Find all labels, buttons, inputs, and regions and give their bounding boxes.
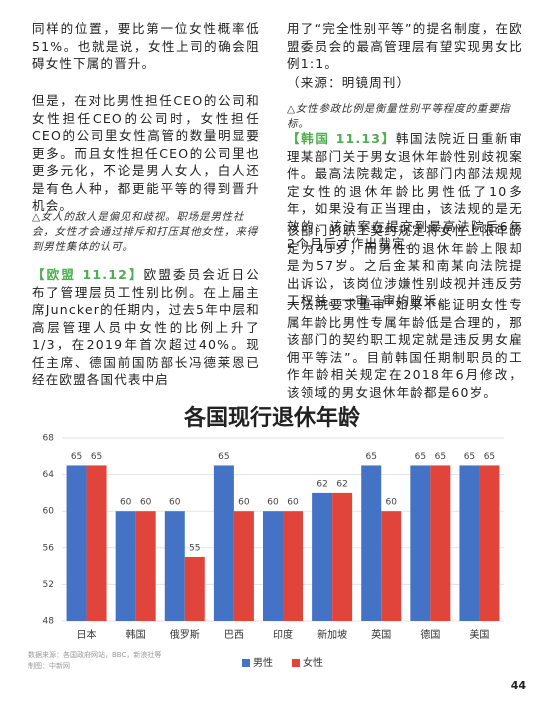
source-note: 数据来源：各国政府网站，BBC，新浪社等: [28, 650, 161, 659]
bar: [410, 465, 431, 621]
value-label: 60: [120, 498, 132, 508]
bar: [283, 511, 303, 621]
bar: [86, 465, 107, 621]
legend-label: 男性: [253, 656, 273, 669]
credit: 制图：中新网: [28, 661, 70, 670]
bar: [184, 556, 205, 621]
y-tick-label: 56: [43, 543, 55, 553]
value-label: 60: [140, 498, 152, 508]
x-tick-label: 新加坡: [317, 628, 347, 641]
source: （来源：明镜周刊）: [287, 75, 411, 90]
paragraph: 【欧盟 11.12】欧盟委员会近日公布了管理层员工性别比例。在上届主席Junck…: [32, 266, 260, 389]
value-label: 60: [287, 498, 299, 508]
value-label: 65: [91, 452, 102, 462]
y-tick-label: 48: [43, 617, 55, 627]
bar: [332, 492, 353, 621]
chart: 各国现行退休年龄 数据来源：各国政府网站，BBC，新浪社等 制图：中新网 48 5…: [28, 405, 504, 670]
bar: [361, 465, 382, 621]
legend-swatch: [242, 659, 250, 667]
bar: [115, 511, 136, 621]
x-tick-label: 印度: [273, 628, 293, 641]
legend-label: 女性: [303, 656, 323, 669]
note: △女人的敌人是偏见和歧视。职场是男性社会，女性才会通过排斥和打压其他女性，来得到…: [32, 211, 258, 253]
bar: [479, 465, 500, 621]
paragraph: 大法院要求重审“如果不能证明女性专属年龄比男性专属年龄低是合理的，那该部门的契约…: [287, 297, 523, 400]
bar: [233, 511, 254, 621]
y-tick-label: 64: [43, 470, 55, 480]
bar: [66, 465, 87, 621]
value-label: 55: [189, 543, 200, 553]
chart-title: 各国现行退休年龄: [183, 405, 361, 431]
y-tick-label: 60: [43, 507, 55, 517]
bar: [263, 511, 283, 621]
note: △女性参政比例是衡量性别平等程度的重要指标。: [287, 103, 511, 130]
value-label: 60: [238, 498, 250, 508]
bar: [164, 511, 185, 621]
tag: 【欧盟 11.12】: [32, 267, 144, 282]
text: 欧盟委员会近日公布了管理层员工性别比例。在上届主席Juncker的任期内，过去5…: [32, 267, 261, 387]
value-label: 60: [169, 498, 181, 508]
tag: 【韩国 11.13】: [287, 131, 396, 146]
bar: [430, 465, 451, 621]
value-label: 62: [336, 479, 347, 489]
bar: [459, 465, 480, 621]
value-label: 65: [365, 452, 376, 462]
value-label: 65: [218, 452, 229, 462]
text: 韩国法院近日重新审理某部门关于男女退休年龄性别歧视案件。最高法院裁定，该部门内部…: [287, 131, 523, 251]
paragraph: 【韩国 11.13】韩国法院近日重新审理某部门关于男女退休年龄性别歧视案件。最高…: [287, 130, 523, 253]
bar: [312, 492, 333, 621]
bar: [135, 511, 156, 621]
value-label: 65: [435, 452, 446, 462]
x-tick-label: 德国: [420, 628, 440, 641]
paragraph: 但是，在对比男性担任CEO的公司和女性担任CEO的公司时，女性担任CEO的公司里…: [32, 93, 260, 213]
value-label: 65: [464, 452, 475, 462]
paragraph: 该部门的职工契约规定将女性上限年龄定为43岁，而男性的退休年龄上限却是为57岁。…: [287, 223, 523, 308]
x-tick-label: 韩国: [126, 628, 146, 641]
x-tick-label: 巴西: [224, 629, 244, 641]
value-label: 60: [267, 498, 279, 508]
value-label: 65: [71, 452, 82, 462]
bar: [213, 465, 234, 621]
value-label: 62: [316, 479, 327, 489]
y-tick-label: 52: [43, 580, 54, 590]
value-label: 65: [415, 452, 426, 462]
value-label: 60: [385, 498, 397, 508]
y-tick-label: 68: [43, 434, 55, 444]
x-tick-label: 英国: [371, 628, 391, 641]
x-tick-label: 美国: [469, 628, 489, 641]
page-number: 44: [510, 679, 526, 692]
value-label: 65: [484, 452, 495, 462]
paragraph: 用了“完全性别平等”的提名制度，在欧盟委员会的最高管理层有望实现男女比例1:1。: [287, 21, 523, 71]
x-tick-label: 日本: [77, 628, 97, 641]
paragraph: 同样的位置，要比第一位女性概率低51%。也就是说，女性上司的确会阻碍女性下属的晋…: [32, 21, 260, 71]
legend-swatch: [292, 659, 300, 667]
x-tick-label: 俄罗斯: [170, 628, 200, 641]
bar: [381, 511, 402, 621]
